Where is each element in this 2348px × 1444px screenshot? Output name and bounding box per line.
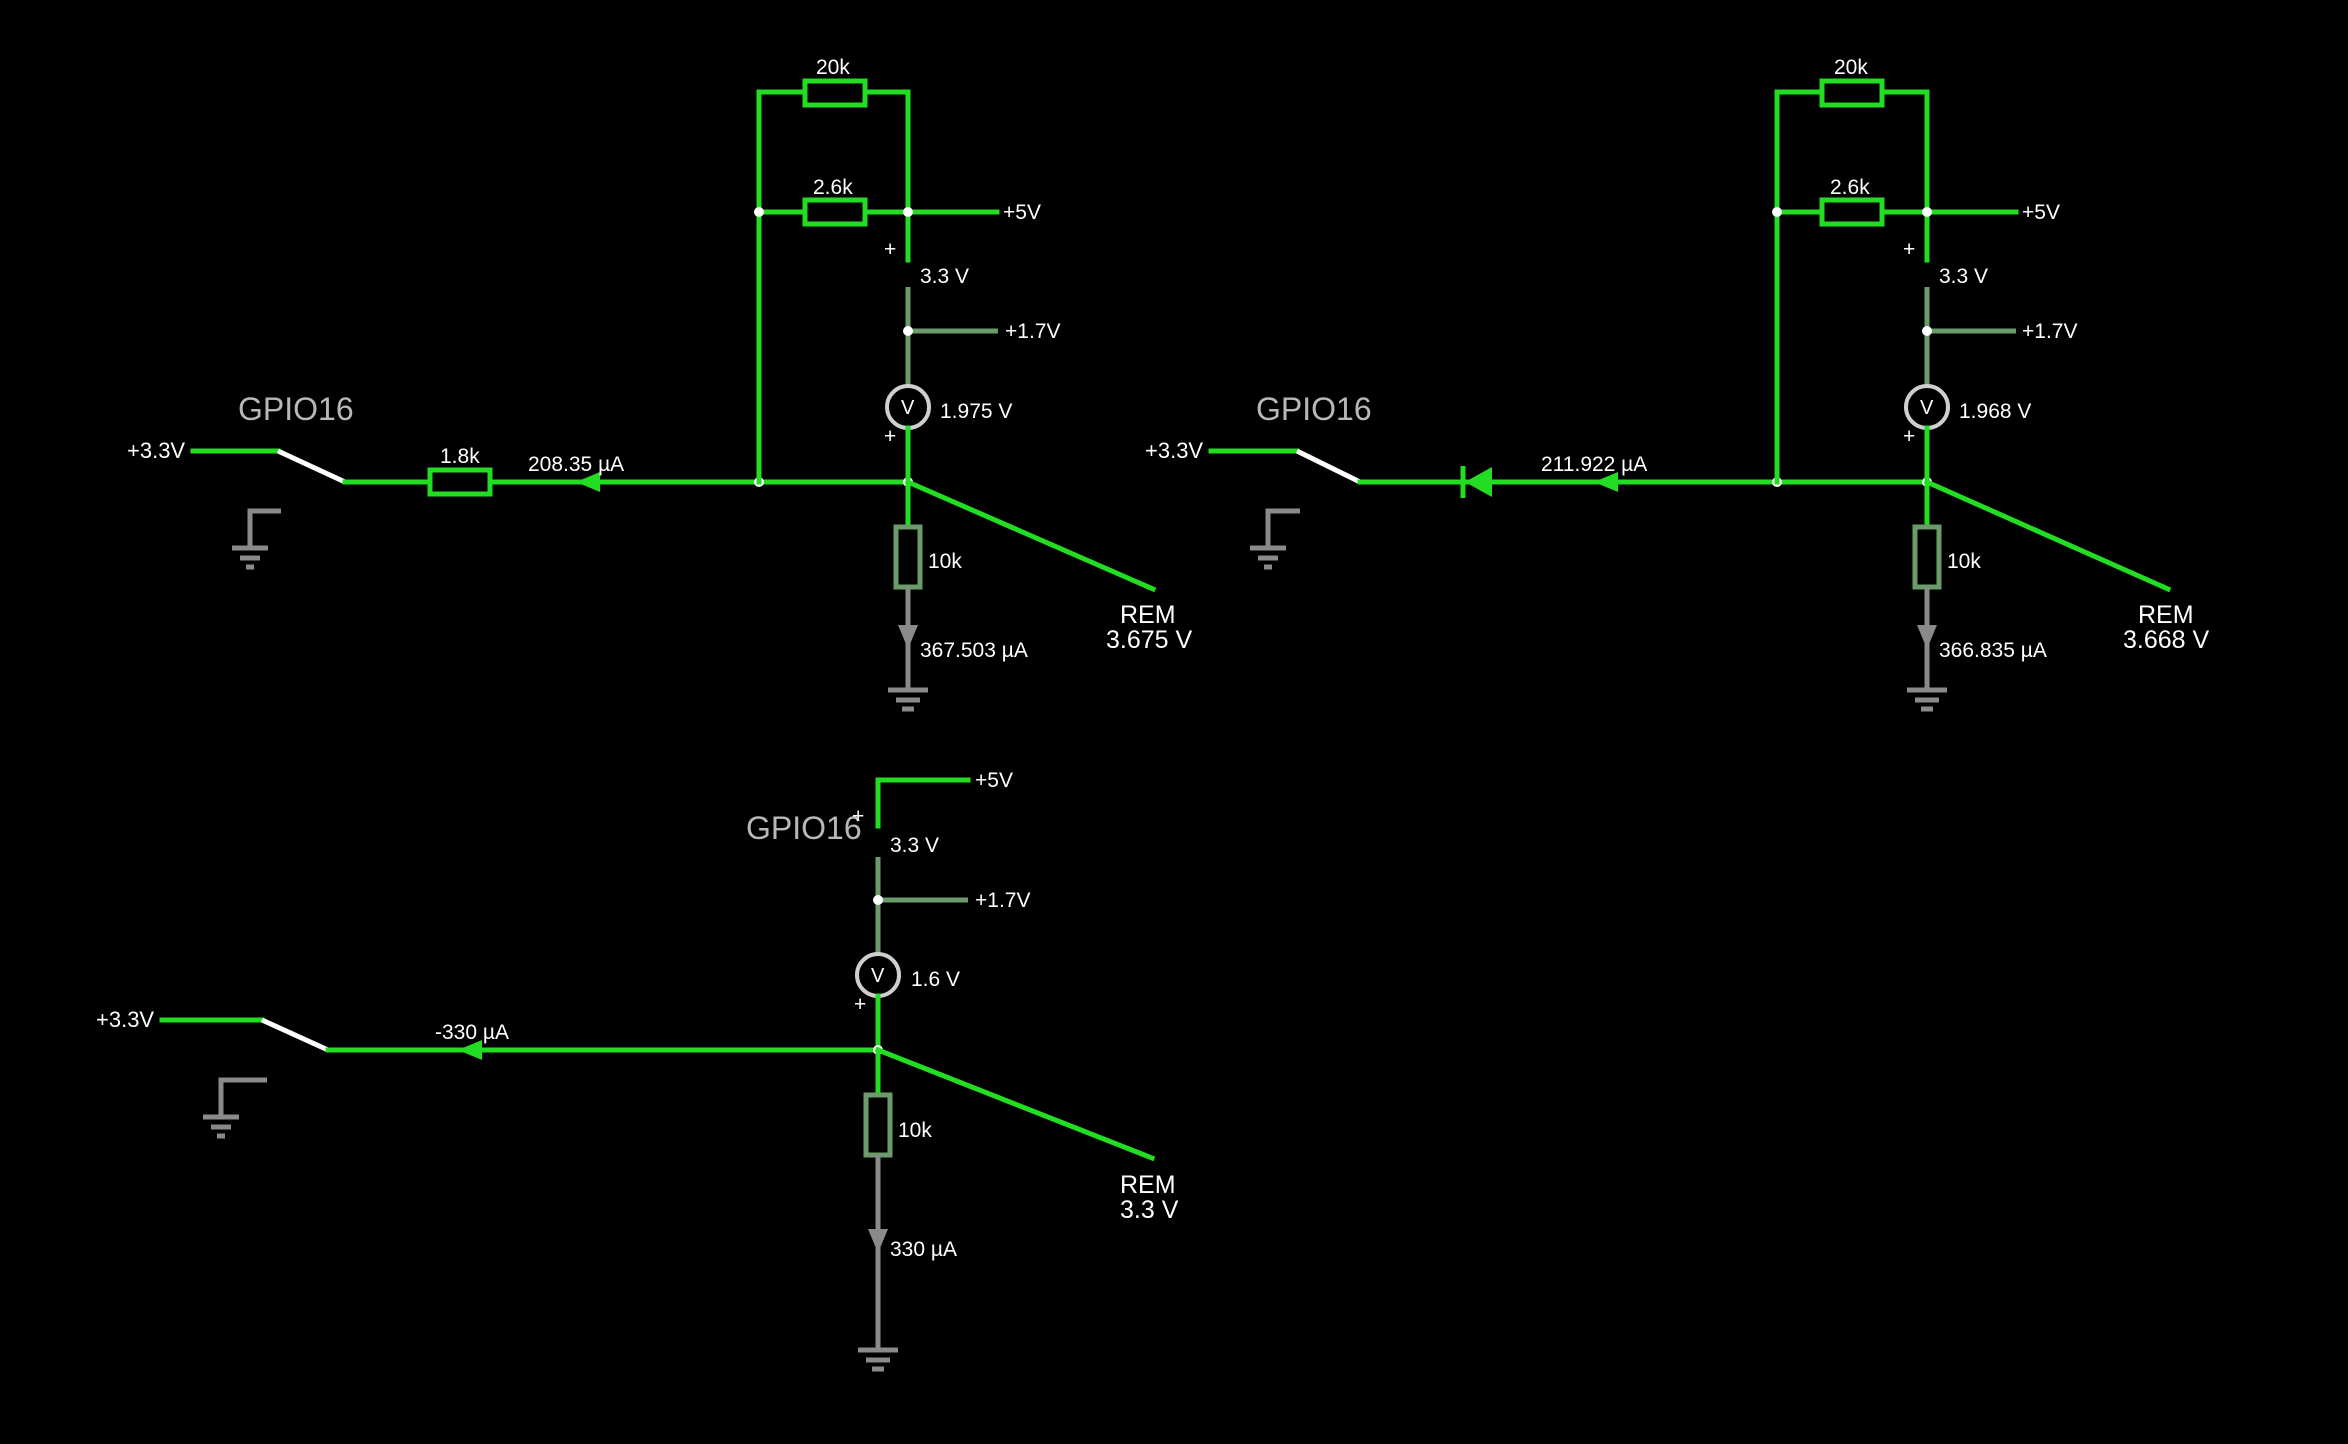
current-arrow [458, 1040, 482, 1060]
source-label: +3.3V [1145, 438, 1203, 463]
plus17-label: +1.7V [1005, 320, 1060, 343]
ground-symbol [1907, 687, 1947, 712]
r-pulldown-label: 10k [928, 550, 962, 573]
plus-sign-upper: + [852, 805, 864, 828]
meter-reading: 1.975 V [940, 400, 1012, 423]
resistor-20k[interactable] [1819, 78, 1885, 108]
source-label: +3.3V [127, 438, 185, 463]
voltmeter[interactable]: V [1904, 384, 1950, 430]
voltmeter[interactable]: V [855, 952, 901, 998]
ground-symbol [888, 687, 928, 712]
plus-sign-lower: + [884, 425, 896, 448]
gpio-label: GPIO16 [746, 810, 862, 846]
rem-value: 3.668 V [2123, 626, 2210, 654]
rem-value: 3.3 V [1120, 1196, 1179, 1224]
plus17-label: +1.7V [975, 889, 1030, 912]
switch[interactable] [276, 448, 347, 485]
plus-sign-upper: + [1903, 238, 1915, 261]
circuit-top-left: GPIO16 +3.3V 1.8k 208.35 µA 20k 2.6k [127, 56, 1193, 712]
current-down-label: 367.503 µA [920, 639, 1028, 662]
gpio-label: GPIO16 [238, 391, 354, 427]
current-left-label: 208.35 µA [528, 453, 624, 476]
rem-value: 3.675 V [1106, 626, 1193, 654]
rem-label: REM [2138, 601, 2194, 629]
current-arrow [576, 472, 600, 492]
resistor-2-6k[interactable] [1819, 197, 1885, 227]
resistor-series[interactable] [427, 467, 493, 497]
r-mid-label: 2.6k [813, 176, 853, 199]
current-down-label: 330 µA [890, 1238, 957, 1261]
source-label: +3.3V [96, 1007, 154, 1032]
resistor-pulldown[interactable] [1912, 524, 1942, 590]
meter-symbol: V [1920, 397, 1934, 419]
meter-symbol: V [871, 965, 885, 987]
circuit-top-right: GPIO16 +3.3V 211.922 µA 20k 2.6k +5V + 3… [1145, 56, 2210, 712]
meter-symbol: V [901, 397, 915, 419]
rem-label: REM [1120, 1171, 1176, 1199]
current-left-label: -330 µA [435, 1021, 509, 1044]
current-arrow [1594, 472, 1618, 492]
ground-symbol [232, 508, 281, 570]
meter-reading: 1.968 V [1959, 400, 2031, 423]
current-left-label: 211.922 µA [1541, 453, 1647, 476]
plus5-label: +5V [975, 769, 1013, 792]
resistor-2-6k[interactable] [802, 197, 868, 227]
gpio-label: GPIO16 [1256, 391, 1372, 427]
r-pulldown-label: 10k [898, 1119, 932, 1142]
r-top-label: 20k [1834, 56, 1868, 79]
diode[interactable] [1460, 466, 1492, 498]
plus5-label: +5V [1003, 201, 1041, 224]
circuit-bottom: GPIO16 +5V + 3.3 V +1.7V V 1.6 V + +3.3V… [96, 769, 1179, 1372]
plus-sign-lower: + [854, 993, 866, 1016]
v33-label: 3.3 V [890, 834, 939, 857]
meter-reading: 1.6 V [911, 968, 960, 991]
r-pulldown-label: 10k [1947, 550, 1981, 573]
plus17-label: +1.7V [2022, 320, 2077, 343]
resistor-pulldown[interactable] [863, 1092, 893, 1158]
plus-sign-lower: + [1903, 425, 1915, 448]
switch[interactable] [1295, 448, 1362, 485]
plus5-label: +5V [2022, 201, 2060, 224]
resistor-series-label: 1.8k [440, 445, 480, 468]
r-top-label: 20k [816, 56, 850, 79]
v33-label: 3.3 V [1939, 265, 1988, 288]
v33-label: 3.3 V [920, 265, 969, 288]
rem-label: REM [1120, 601, 1176, 629]
current-down-label: 366.835 µA [1939, 639, 2047, 662]
resistor-pulldown[interactable] [893, 524, 923, 590]
ground-symbol [858, 1347, 898, 1372]
plus-sign-upper: + [884, 238, 896, 261]
ground-symbol [1250, 508, 1300, 570]
r-mid-label: 2.6k [1830, 176, 1870, 199]
switch[interactable] [260, 1017, 330, 1053]
voltmeter[interactable]: V [885, 384, 931, 430]
ground-symbol [203, 1077, 267, 1139]
resistor-20k[interactable] [802, 78, 868, 108]
